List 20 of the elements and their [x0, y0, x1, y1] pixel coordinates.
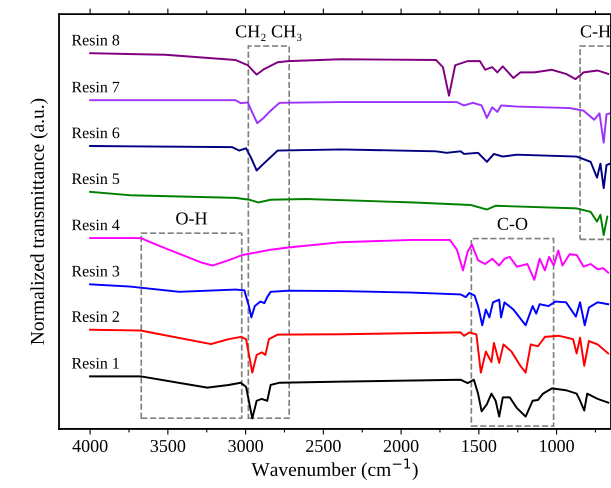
series-label: Resin 6	[72, 128, 120, 138]
y-axis-title: Normalized transmittance (a.u.)	[30, 98, 48, 345]
x-tick-label: 2500	[306, 440, 341, 452]
annotation: O-H	[176, 212, 208, 225]
annotation: C-O	[498, 218, 528, 230]
x-axis-title: Wavenumber (cm$^{−1}$)	[251, 458, 418, 480]
x-tick-label: 3500	[150, 440, 186, 452]
text: CH₂ CH₃	[236, 25, 302, 41]
x-tick-label: 1500	[462, 440, 496, 452]
x-tick-label: 2000	[384, 440, 418, 452]
x-tick-label: 4000	[72, 440, 108, 452]
series-label: Resin 3	[72, 266, 120, 277]
series-label: Resin 8	[72, 34, 120, 46]
series-label: Resin 4	[72, 220, 120, 230]
x-tick-label: 3000	[228, 440, 263, 452]
series-label: Resin 2	[72, 311, 119, 322]
x-tick-label: 1000	[540, 440, 574, 452]
series-label: Resin 7	[72, 82, 120, 92]
series-label: Resin 5	[72, 173, 120, 184]
series-label: Resin 1	[72, 358, 119, 369]
